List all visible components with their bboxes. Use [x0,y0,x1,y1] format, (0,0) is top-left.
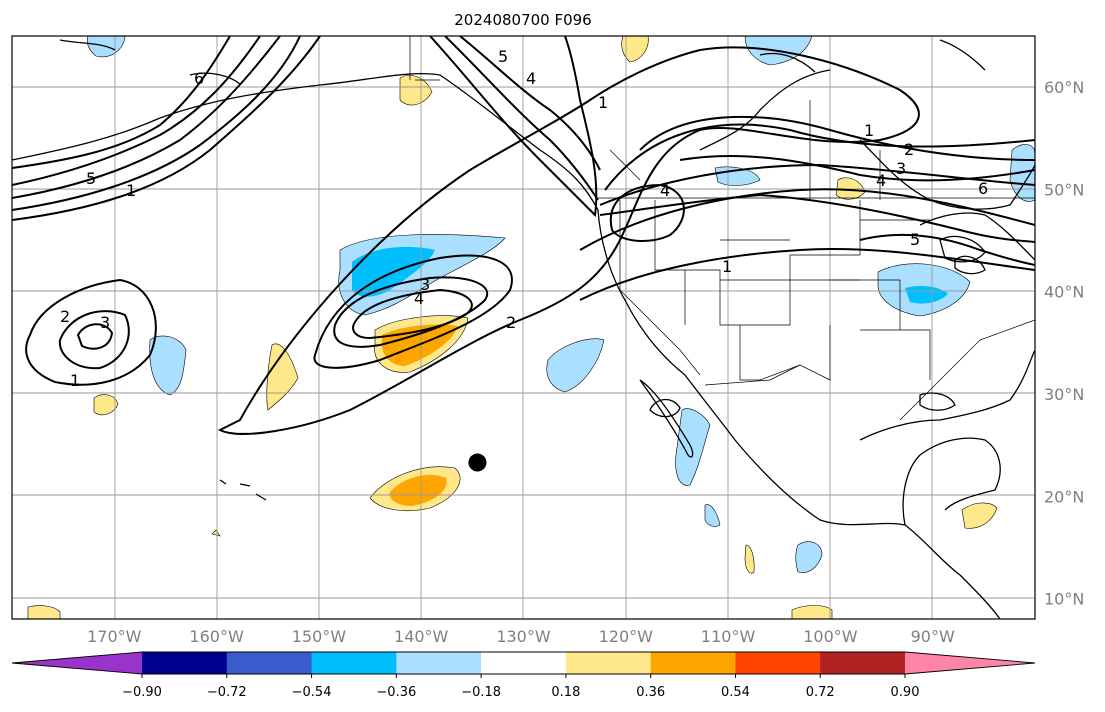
colorbar-extend-high [905,652,1035,674]
lat-tick-label: 40°N [1044,283,1084,302]
lon-tick-label: 130°W [496,627,551,646]
contour-label: 5 [86,169,96,188]
contour-label: 1 [126,181,136,200]
colorbar-segment [820,652,906,674]
map-area: 1 2 3 1 5 6 2 3 4 1 1 2 3 4 6 5 4 1 5 4 [12,36,1035,619]
colorbar-label: −0.90 [122,685,162,700]
colorbar-extend-low [12,652,142,674]
lon-tick-label: 90°W [911,627,955,646]
colorbar-segment [396,652,482,674]
contour-label: 6 [194,69,204,88]
contour-label: 2 [904,140,914,159]
storm-center-marker [468,453,487,472]
colorbar-label: −0.54 [292,685,332,700]
longitude-tick-labels: 170°W 160°W 150°W 140°W 130°W 120°W 110°W 100°W… [87,627,955,646]
colorbar-segment [226,652,313,674]
colorbar-segment [735,652,821,674]
lon-tick-label: 120°W [599,627,654,646]
map-frame [11,35,1036,620]
lat-tick-label: 30°N [1044,385,1084,404]
lon-tick-label: 140°W [394,627,449,646]
contour-label: 3 [100,313,110,332]
colorbar-label: −0.72 [207,685,247,700]
lat-tick-label: 50°N [1044,180,1084,199]
contour-label: 1 [598,93,608,112]
contour-label: 5 [498,47,508,66]
contour-label: 4 [660,181,670,200]
contour-label: 4 [876,171,886,190]
contour-labels: 1 2 3 1 5 6 2 3 4 1 1 2 3 4 6 5 4 1 5 4 [60,47,988,390]
political-borders [409,36,1035,421]
contour-label: 3 [420,275,430,294]
coastlines [12,39,1035,619]
colorbar-segment [481,652,567,674]
contour-label: 3 [896,159,906,178]
contour-label: 1 [70,371,80,390]
colorbar-segment [650,652,736,674]
figure-title: 2024080700 F096 [454,11,591,29]
contour-label: 4 [526,69,536,88]
colorbar-label: −0.36 [376,685,416,700]
latitude-tick-labels: 60°N 50°N 40°N 30°N 20°N 10°N [1044,78,1084,608]
contour-label: 4 [414,289,424,308]
colorbar-label: 0.90 [891,685,920,700]
colorbar-label: 0.36 [636,685,665,700]
lon-tick-label: 150°W [292,627,347,646]
colorbar-label: 0.54 [721,685,750,700]
lat-tick-label: 20°N [1044,487,1084,506]
lat-tick-label: 10°N [1044,590,1084,609]
colorbar-label: −0.18 [461,685,501,700]
contour-label: 2 [60,307,70,326]
colorbar-label: 0.18 [551,685,580,700]
height-contours [12,36,1035,435]
contour-label: 1 [864,121,874,140]
contour-label: 6 [978,179,988,198]
lon-tick-label: 160°W [189,627,244,646]
colorbar-segment [142,652,228,674]
colorbar-segment [565,652,652,674]
shaded-anomalies [27,36,1035,619]
lon-tick-label: 110°W [701,627,756,646]
colorbar-segment [311,652,397,674]
contour-label: 2 [506,313,516,332]
gridlines [12,36,1035,619]
lat-tick-label: 60°N [1044,78,1084,97]
contour-label: 1 [722,257,732,276]
lon-tick-label: 100°W [803,627,858,646]
contour-label: 5 [910,230,920,249]
lon-tick-label: 170°W [87,627,142,646]
colorbar-label: 0.72 [806,685,835,700]
colorbar: −0.90 −0.72 −0.54 −0.36 −0.18 0.18 0.36 0.54 0.7… [11,651,1036,700]
